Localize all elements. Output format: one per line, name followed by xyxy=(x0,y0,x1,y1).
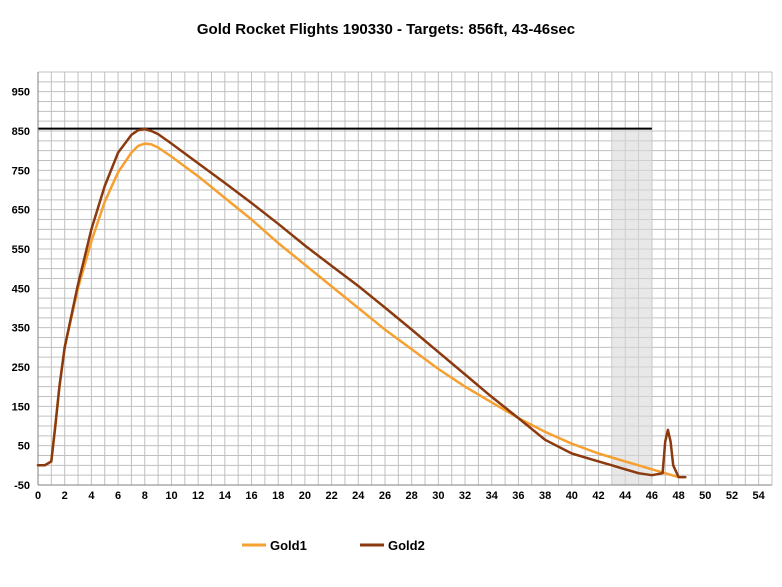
x-tick-label: 54 xyxy=(753,490,766,502)
x-tick-label: 30 xyxy=(432,490,444,502)
y-tick-label: 50 xyxy=(18,441,30,453)
x-tick-label: 46 xyxy=(646,490,658,502)
x-tick-label: 2 xyxy=(62,490,68,502)
y-tick-label: 950 xyxy=(12,87,30,99)
x-tick-label: 24 xyxy=(352,490,365,502)
legend: Gold1 Gold2 xyxy=(242,538,425,553)
x-tick-label: 20 xyxy=(299,490,311,502)
legend-label-gold2: Gold2 xyxy=(388,538,425,553)
x-tick-label: 48 xyxy=(672,490,684,502)
x-tick-label: 14 xyxy=(219,490,232,502)
legend-label-gold1: Gold1 xyxy=(270,538,307,553)
x-tick-label: 44 xyxy=(619,490,632,502)
x-tick-label: 34 xyxy=(486,490,499,502)
x-tick-label: 38 xyxy=(539,490,551,502)
x-tick-label: 6 xyxy=(115,490,121,502)
series-line-gold2 xyxy=(36,127,687,479)
x-tick-label: 26 xyxy=(379,490,391,502)
y-tick-label: -50 xyxy=(14,480,30,492)
x-tick-label: 36 xyxy=(512,490,524,502)
x-tick-label: 0 xyxy=(35,490,41,502)
series-line-gold1 xyxy=(36,142,680,479)
x-tick-label: 12 xyxy=(192,490,204,502)
plot-area: 0 2 4 6 8 10 12 14 16 18 20 22 24 26 28 30 32 34 36 38 40 42 4… xyxy=(12,71,773,502)
y-tick-label: 250 xyxy=(12,362,30,374)
x-tick-label: 18 xyxy=(272,490,284,502)
y-tick-label: 750 xyxy=(12,165,30,177)
y-tick-label: 850 xyxy=(12,126,30,138)
y-tick-label: 650 xyxy=(12,205,30,217)
y-tick-label: 550 xyxy=(12,244,30,256)
x-tick-label: 32 xyxy=(459,490,471,502)
y-tick-label: 150 xyxy=(12,401,30,413)
x-tick-label: 16 xyxy=(245,490,257,502)
x-tick-label: 50 xyxy=(699,490,711,502)
x-tick-label: 8 xyxy=(142,490,148,502)
x-tick-label: 10 xyxy=(165,490,177,502)
x-tick-label: 42 xyxy=(592,490,604,502)
y-tick-label: 350 xyxy=(12,323,30,335)
x-tick-label: 52 xyxy=(726,490,738,502)
x-tick-label: 40 xyxy=(566,490,578,502)
x-tick-label: 4 xyxy=(88,490,95,502)
y-tick-label: 450 xyxy=(12,283,30,295)
x-tick-label: 22 xyxy=(325,490,337,502)
x-tick-label: 28 xyxy=(406,490,418,502)
target-time-window xyxy=(611,128,652,485)
chart-title: Gold Rocket Flights 190330 - Targets: 85… xyxy=(197,21,575,38)
